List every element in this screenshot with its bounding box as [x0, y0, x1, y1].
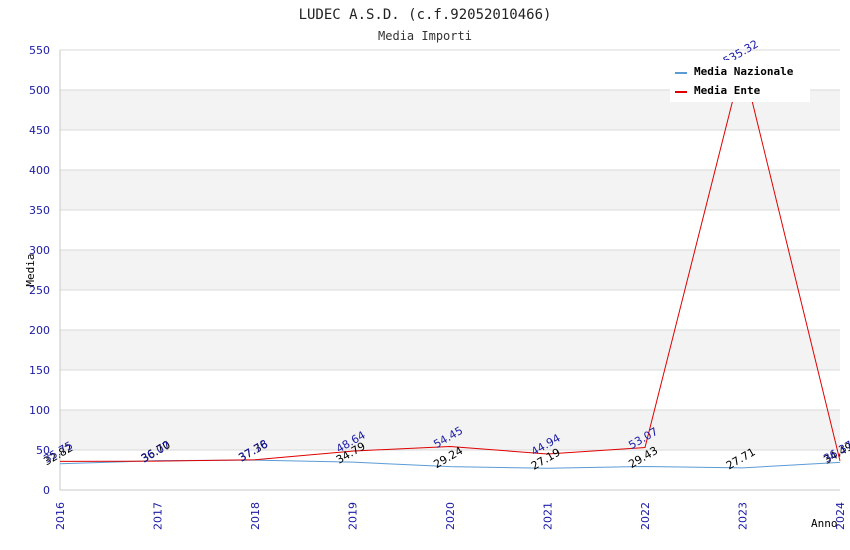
series-lines	[59, 61, 841, 469]
y-tick-label: 500	[29, 84, 50, 97]
grid-band	[60, 250, 840, 290]
x-tick-label: 2018	[249, 502, 262, 530]
grid-band	[60, 330, 840, 370]
y-tick-label: 150	[29, 364, 50, 377]
legend-label-media-ente: Media Ente	[694, 84, 761, 97]
grid-band	[60, 410, 840, 450]
x-tick-label: 2022	[639, 502, 652, 530]
y-tick-label: 200	[29, 324, 50, 337]
y-tick-label: 250	[29, 284, 50, 297]
grid-lines	[60, 49, 840, 451]
x-tick-labels: 2016 2017 2018 2019 2020 2021 2022 2023 2024	[54, 502, 847, 530]
y-tick-labels: 0 50 100 150 200 250 300 350 400 450 500 550	[29, 44, 50, 497]
y-tick-label: 400	[29, 164, 50, 177]
chart-subtitle: Media Importi	[378, 29, 472, 43]
x-tick-label: 2016	[54, 502, 67, 530]
y-tick-label: 350	[29, 204, 50, 217]
y-tick-label: 100	[29, 404, 50, 417]
y-tick-label: 300	[29, 244, 50, 257]
y-tick-label: 0	[43, 484, 50, 497]
y-tick-label: 550	[29, 44, 50, 57]
chart-title: LUDEC A.S.D. (c.f.92052010466)	[299, 7, 552, 23]
grid-band	[60, 170, 840, 210]
legend-box	[670, 60, 810, 102]
x-tick-label: 2019	[347, 502, 360, 530]
x-tick-label: 2017	[152, 502, 165, 530]
x-axis-label: Anno	[811, 517, 838, 530]
grid-bands	[60, 90, 840, 450]
series-line-1	[59, 61, 841, 462]
y-tick-label: 450	[29, 124, 50, 137]
legend-label-media-nazionale: Media Nazionale	[694, 65, 794, 78]
legend: Media Nazionale Media Ente	[670, 60, 810, 102]
y-axis-label: Media	[24, 253, 37, 286]
x-tick-label: 2023	[737, 502, 750, 530]
x-tick-label: 2024	[834, 502, 847, 530]
x-tick-label: 2020	[444, 502, 457, 530]
y-tick-label: 50	[36, 444, 50, 457]
x-tick-label: 2021	[542, 502, 555, 530]
